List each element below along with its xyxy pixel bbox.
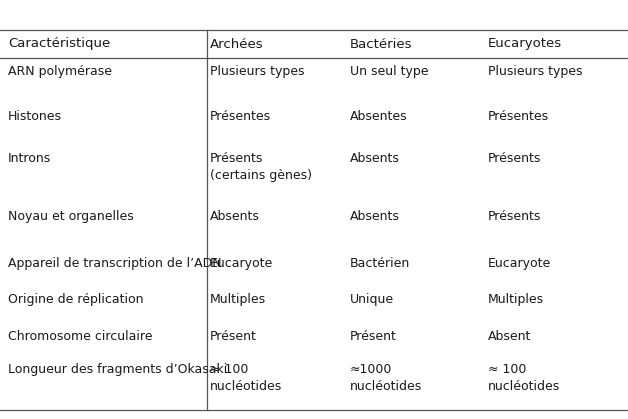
Text: Appareil de transcription de l’ADN: Appareil de transcription de l’ADN <box>8 257 222 270</box>
Text: Eucaryote: Eucaryote <box>210 257 273 270</box>
Text: Noyau et organelles: Noyau et organelles <box>8 210 134 223</box>
Text: ARN polymérase: ARN polymérase <box>8 65 112 78</box>
Text: Plusieurs types: Plusieurs types <box>488 65 583 78</box>
Text: Présent: Présent <box>210 330 257 343</box>
Text: Bactéries: Bactéries <box>350 37 413 51</box>
Text: Présents: Présents <box>488 210 541 223</box>
Text: Eucaryote: Eucaryote <box>488 257 551 270</box>
Text: Présentes: Présentes <box>210 110 271 123</box>
Text: Absentes: Absentes <box>350 110 408 123</box>
Text: Multiples: Multiples <box>488 293 544 306</box>
Text: Introns: Introns <box>8 152 51 165</box>
Text: Plusieurs types: Plusieurs types <box>210 65 305 78</box>
Text: Un seul type: Un seul type <box>350 65 428 78</box>
Text: Eucaryotes: Eucaryotes <box>488 37 562 51</box>
Text: Absents: Absents <box>350 152 400 165</box>
Text: Longueur des fragments d’Okasaki: Longueur des fragments d’Okasaki <box>8 363 227 376</box>
Text: Multiples: Multiples <box>210 293 266 306</box>
Text: Bactérien: Bactérien <box>350 257 410 270</box>
Text: ≈ 100
nucléotides: ≈ 100 nucléotides <box>488 363 560 393</box>
Text: Origine de réplication: Origine de réplication <box>8 293 144 306</box>
Text: Absents: Absents <box>210 210 260 223</box>
Text: Présents
(certains gènes): Présents (certains gènes) <box>210 152 312 181</box>
Text: Absent: Absent <box>488 330 531 343</box>
Text: Chromosome circulaire: Chromosome circulaire <box>8 330 153 343</box>
Text: Histones: Histones <box>8 110 62 123</box>
Text: Absents: Absents <box>350 210 400 223</box>
Text: Archées: Archées <box>210 37 264 51</box>
Text: Présentes: Présentes <box>488 110 549 123</box>
Text: Unique: Unique <box>350 293 394 306</box>
Text: Caractéristique: Caractéristique <box>8 37 111 51</box>
Text: ≈ 100
nucléotides: ≈ 100 nucléotides <box>210 363 282 393</box>
Text: ≈1000
nucléotides: ≈1000 nucléotides <box>350 363 422 393</box>
Text: Présent: Présent <box>350 330 397 343</box>
Text: Présents: Présents <box>488 152 541 165</box>
